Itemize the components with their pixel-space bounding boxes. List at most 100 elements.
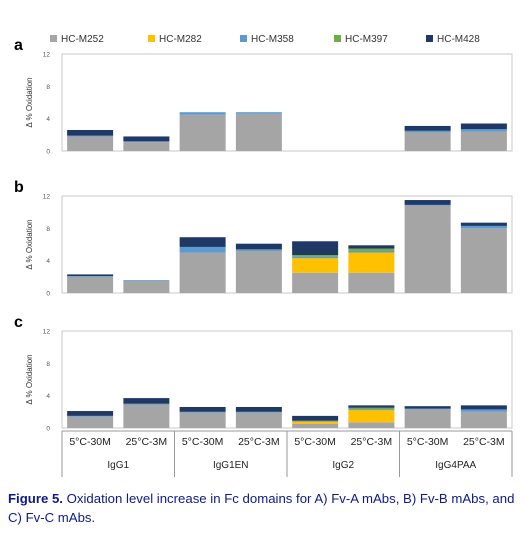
bar-segment-hc-m252 xyxy=(235,113,282,151)
panel-frame xyxy=(61,195,513,294)
bar-segment-hc-m252 xyxy=(179,114,226,151)
bar-segment-hc-m428 xyxy=(460,123,507,130)
bar-segment-hc-m252 xyxy=(348,272,395,293)
x-tick-label: 25°C-3M xyxy=(238,436,280,448)
bar-segment-hc-m282 xyxy=(348,252,395,273)
figure-caption-label: Figure 5. xyxy=(8,491,63,506)
bar-segment-hc-m428 xyxy=(67,411,114,416)
bar-segment-hc-m428 xyxy=(235,406,282,412)
bar-segment-hc-m252 xyxy=(67,416,114,428)
bar-segment-hc-m397 xyxy=(348,407,395,410)
bar-segment-hc-m358 xyxy=(123,280,170,281)
bar-segment-hc-m428 xyxy=(404,200,451,205)
y-tick-label: 0 xyxy=(46,426,50,433)
bar-segment-hc-m428 xyxy=(179,406,226,412)
panel-label: c xyxy=(14,314,23,331)
y-tick-label: 0 xyxy=(46,149,50,156)
bar-segment-hc-m428 xyxy=(123,136,170,142)
legend-label-hc-m252: HC-M252 xyxy=(61,34,104,45)
bar-segment-hc-m252 xyxy=(460,228,507,293)
x-tick-label: 25°C-3M xyxy=(351,436,393,448)
y-tick-label: 8 xyxy=(46,84,50,91)
bar-segment-hc-m358 xyxy=(292,420,339,422)
bar-segment-hc-m358 xyxy=(67,135,114,137)
bar-segment-hc-m282 xyxy=(348,410,395,423)
x-tick-label: 25°C-3M xyxy=(126,436,168,448)
bar-segment-hc-m397 xyxy=(292,255,339,257)
y-axis-label: Δ % Oxidation xyxy=(25,354,34,404)
bar-segment-hc-m428 xyxy=(460,405,507,410)
y-tick-label: 12 xyxy=(43,52,51,59)
x-group-label: IgG2 xyxy=(332,460,354,471)
y-tick-label: 0 xyxy=(46,291,50,298)
legend-swatch-hc-m397 xyxy=(334,35,341,42)
bar-segment-hc-m252 xyxy=(404,409,451,428)
panel-frame xyxy=(61,53,513,152)
bar-segment-hc-m358 xyxy=(179,112,226,115)
bar-segment-hc-m428 xyxy=(292,415,339,421)
bar-segment-hc-m428 xyxy=(179,237,226,247)
y-axis-label: Δ % Oxidation xyxy=(25,219,34,269)
legend-label-hc-m358: HC-M358 xyxy=(251,34,294,45)
bar-segment-hc-m428 xyxy=(67,129,114,136)
bar-segment-hc-m358 xyxy=(235,249,282,251)
bar-segment-hc-m358 xyxy=(123,141,170,143)
legend-label-hc-m397: HC-M397 xyxy=(345,34,388,45)
x-tick-label: 5°C-30M xyxy=(294,436,336,448)
chart-panels: 0 4 8 12 a Δ % Oxidation 0 4 8 12 b Δ % Oxidation 0 4… xyxy=(14,37,513,433)
bar-segment-hc-m358 xyxy=(292,256,339,259)
bar-segment-hc-m252 xyxy=(404,205,451,293)
x-group-label: IgG4PAA xyxy=(435,460,476,471)
panel-a: 0 4 8 12 a Δ % Oxidation xyxy=(14,37,513,156)
y-tick-label: 8 xyxy=(46,361,50,368)
bar-segment-hc-m358 xyxy=(460,225,507,229)
bar-segment-hc-m252 xyxy=(348,422,395,428)
legend-label-hc-m428: HC-M428 xyxy=(437,34,480,45)
x-group-label: IgG1 xyxy=(107,460,129,471)
bar-segment-hc-m358 xyxy=(404,204,451,206)
bar-segment-hc-m358 xyxy=(123,403,170,405)
legend-swatch-hc-m428 xyxy=(426,35,433,42)
y-tick-label: 4 xyxy=(46,116,50,123)
bar-segment-hc-m252 xyxy=(179,252,226,293)
panel-label: a xyxy=(14,37,23,54)
bar-segment-hc-m358 xyxy=(460,129,507,132)
bar-segment-hc-m252 xyxy=(292,423,339,428)
legend-label-hc-m282: HC-M282 xyxy=(159,34,202,45)
bar-segment-hc-m428 xyxy=(404,125,451,131)
figure-caption: Figure 5. Oxidation level increase in Fc… xyxy=(8,489,520,527)
panel-b: 0 4 8 12 b Δ % Oxidation xyxy=(14,179,513,298)
bar-segment-hc-m252 xyxy=(67,136,114,151)
bar-segment-hc-m428 xyxy=(348,405,395,408)
bar-segment-hc-m358 xyxy=(67,276,114,277)
bar-segment-hc-m282 xyxy=(292,421,339,424)
bar-segment-hc-m397 xyxy=(348,248,395,251)
bar-segment-hc-m358 xyxy=(67,415,114,417)
x-group-label: IgG1EN xyxy=(213,460,249,471)
bar-segment-hc-m252 xyxy=(67,276,114,293)
x-tick-label: 5°C-30M xyxy=(69,436,111,448)
legend-swatch-hc-m358 xyxy=(240,35,247,42)
panel-label: b xyxy=(14,179,24,196)
bar-segment-hc-m252 xyxy=(460,131,507,151)
bar-segment-hc-m428 xyxy=(235,243,282,250)
bar-segment-hc-m428 xyxy=(404,406,451,409)
bar-segment-hc-m358 xyxy=(460,409,507,412)
bar-segment-hc-m252 xyxy=(235,412,282,428)
bar-segment-hc-m252 xyxy=(235,250,282,293)
x-tick-label: 5°C-30M xyxy=(182,436,224,448)
bar-segment-hc-m358 xyxy=(348,250,395,253)
bar-segment-hc-m252 xyxy=(123,142,170,151)
bar-segment-hc-m252 xyxy=(123,280,170,293)
y-tick-label: 4 xyxy=(46,258,50,265)
oxidation-figure: HC-M252 HC-M282 HC-M358 HC-M397 HC-M428 0 4 8 1… xyxy=(14,34,513,477)
x-tick-label: 5°C-30M xyxy=(407,436,449,448)
y-tick-label: 8 xyxy=(46,226,50,233)
figure-caption-text: Oxidation level increase in Fc domains f… xyxy=(8,491,515,525)
y-tick-label: 4 xyxy=(46,393,50,400)
bar-segment-hc-m358 xyxy=(404,408,451,410)
bar-segment-hc-m358 xyxy=(404,130,451,133)
y-tick-label: 12 xyxy=(43,329,51,336)
panel-c: 0 4 8 12 c Δ % Oxidation xyxy=(14,314,513,433)
x-tick-label: 25°C-3M xyxy=(463,436,505,448)
